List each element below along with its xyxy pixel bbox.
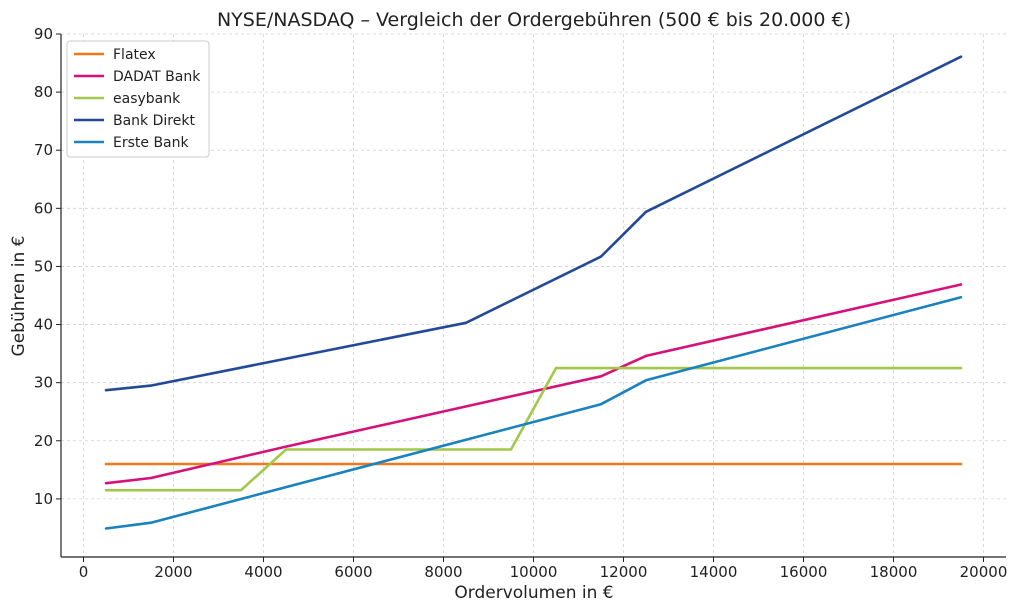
series-line-dadat-bank [104, 283, 963, 485]
y-tick-label: 60 [34, 199, 53, 217]
series-lines [104, 55, 963, 530]
x-axis-title: Ordervolumen in € [454, 583, 613, 603]
x-tick-label: 8000 [424, 563, 462, 581]
y-tick-label: 30 [34, 374, 53, 392]
x-tick-label: 2000 [154, 563, 192, 581]
x-tick-label: 4000 [244, 563, 282, 581]
x-tick-label: 6000 [334, 563, 372, 581]
ticks: 0 2000 4000 6000 8000 10000 12000 14000 16000 180… [34, 25, 1007, 581]
series-line-erste-bank [104, 295, 963, 530]
legend-label: easybank [113, 91, 181, 107]
x-tick-label: 0 [79, 563, 89, 581]
x-tick-label: 20000 [960, 563, 1008, 581]
y-tick-label: 20 [34, 432, 53, 450]
legend-label: Flatex [113, 47, 156, 63]
legend-box [66, 40, 210, 158]
chart-title: NYSE/NASDAQ – Vergleich der Ordergebühre… [217, 9, 851, 31]
x-tick-label: 10000 [510, 563, 558, 581]
series-line-bank-direkt [104, 55, 963, 392]
x-tick-label: 14000 [690, 563, 738, 581]
legend: Flatex DADAT Bank easybank Bank Direkt Erste… [66, 40, 210, 158]
legend-label: DADAT Bank [113, 69, 201, 85]
y-tick-label: 50 [34, 257, 53, 275]
x-tick-label: 18000 [870, 563, 918, 581]
grid [61, 33, 1006, 557]
y-tick-label: 70 [34, 141, 53, 159]
y-tick-label: 90 [34, 25, 53, 43]
y-tick-label: 40 [34, 316, 53, 334]
legend-label: Erste Bank [113, 135, 190, 151]
x-tick-label: 12000 [600, 563, 648, 581]
y-axis-title: Gebühren in € [9, 236, 29, 357]
y-tick-label: 80 [34, 83, 53, 101]
y-tick-label: 10 [34, 490, 53, 508]
x-tick-label: 16000 [780, 563, 828, 581]
series-line-easybank [104, 366, 963, 492]
legend-label: Bank Direkt [113, 113, 195, 129]
